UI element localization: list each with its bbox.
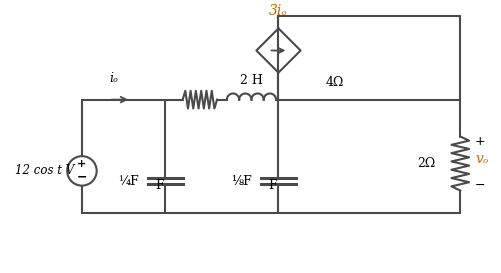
Text: vₒ: vₒ xyxy=(475,152,488,166)
Text: 2 H: 2 H xyxy=(240,75,263,87)
Text: 2Ω: 2Ω xyxy=(417,157,436,170)
Text: +: + xyxy=(77,159,87,168)
Text: ⅛F: ⅛F xyxy=(230,175,252,188)
Text: 12 cos t V: 12 cos t V xyxy=(16,164,75,177)
Text: 4Ω: 4Ω xyxy=(326,76,344,89)
Text: F: F xyxy=(269,179,277,192)
Text: −: − xyxy=(475,179,485,192)
Text: F: F xyxy=(156,179,164,192)
Text: ¼F: ¼F xyxy=(118,175,138,188)
Text: +: + xyxy=(475,135,485,148)
Text: 3iₒ: 3iₒ xyxy=(269,4,288,18)
Text: iₒ: iₒ xyxy=(109,72,118,85)
Text: −: − xyxy=(77,171,87,184)
